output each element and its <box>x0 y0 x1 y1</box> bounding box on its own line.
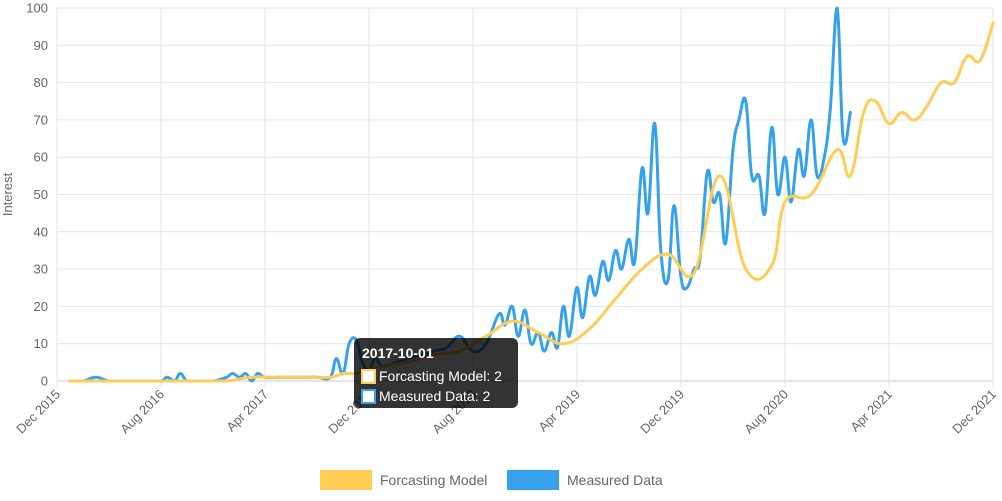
y-axis: 0 10 20 30 40 50 60 70 80 90 100 <box>26 1 48 389</box>
legend: Forcasting Model Measured Data <box>320 470 663 490</box>
x-tick-label: Aug 2016 <box>117 387 167 437</box>
legend-swatch-measured-data <box>507 470 559 490</box>
y-tick-label: 10 <box>34 336 48 351</box>
x-tick-label: Dec 2021 <box>949 387 999 437</box>
y-tick-label: 70 <box>34 112 48 127</box>
legend-label-measured-data: Measured Data <box>567 472 663 488</box>
legend-swatch-forcasting-model <box>320 470 372 490</box>
y-tick-label: 50 <box>34 187 48 202</box>
x-tick-label: Apr 2019 <box>535 387 583 435</box>
x-tick-label: Dec 2019 <box>637 387 687 437</box>
series-line-measured-data <box>68 6 852 383</box>
x-tick-label: Apr 2021 <box>847 387 895 435</box>
tooltip-swatch <box>361 369 376 384</box>
tooltip-title: 2017-10-01 <box>362 345 434 361</box>
y-tick-label: 0 <box>41 374 48 389</box>
gridlines <box>56 7 994 387</box>
y-tick-label: 30 <box>34 262 48 277</box>
series-lines <box>68 6 995 383</box>
legend-label-forcasting-model: Forcasting Model <box>380 472 487 488</box>
tooltip: 2017-10-01 Forcasting Model: 2 Measured Da… <box>354 338 518 408</box>
y-axis-title: Interest <box>0 172 15 216</box>
y-tick-label: 60 <box>34 150 48 165</box>
tooltip-box <box>354 338 518 408</box>
x-tick-label: Dec 2015 <box>13 387 63 437</box>
y-tick-label: 20 <box>34 299 48 314</box>
tooltip-swatch <box>361 389 376 404</box>
y-tick-label: 100 <box>26 1 48 16</box>
series-line-forcasting-model <box>68 21 995 383</box>
tooltip-line: Measured Data: 2 <box>379 388 490 404</box>
y-tick-label: 90 <box>34 38 48 53</box>
tooltip-line: Forcasting Model: 2 <box>379 368 502 384</box>
x-tick-label: Aug 2020 <box>741 387 791 437</box>
y-tick-label: 80 <box>34 75 48 90</box>
y-tick-label: 40 <box>34 224 48 239</box>
x-tick-label: Apr 2017 <box>223 387 271 435</box>
